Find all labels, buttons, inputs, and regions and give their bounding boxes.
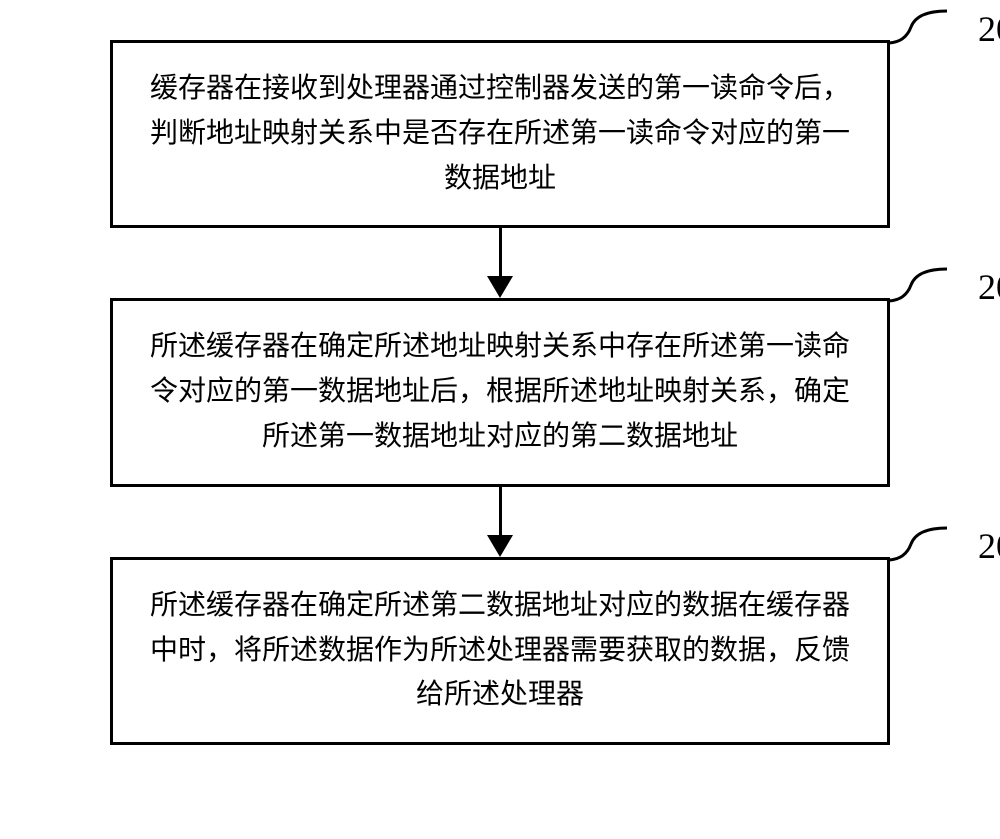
arrow-head-icon bbox=[487, 276, 513, 298]
arrow-1 bbox=[499, 487, 502, 557]
flowchart-container: 200 缓存器在接收到处理器通过控制器发送的第一读命令后，判断地址映射关系中是否… bbox=[60, 40, 940, 745]
step-text-1: 所述缓存器在确定所述地址映射关系中存在所述第一读命令对应的第一数据地址后，根据所… bbox=[150, 331, 850, 452]
connector-curve-icon bbox=[887, 267, 947, 303]
arrow-line-icon bbox=[499, 487, 502, 535]
connector-curve-icon bbox=[887, 9, 947, 45]
arrow-line-icon bbox=[499, 228, 502, 276]
step-box-1: 201 所述缓存器在确定所述地址映射关系中存在所述第一读命令对应的第一数据地址后… bbox=[110, 298, 890, 486]
step-label-2: 202 bbox=[978, 518, 1000, 576]
step-text-2: 所述缓存器在确定所述第二数据地址对应的数据在缓存器中时，将所述数据作为所述处理器… bbox=[150, 590, 850, 711]
step-box-2: 202 所述缓存器在确定所述第二数据地址对应的数据在缓存器中时，将所述数据作为所… bbox=[110, 557, 890, 745]
arrow-0 bbox=[499, 228, 502, 298]
arrow-head-icon bbox=[487, 535, 513, 557]
step-label-1: 201 bbox=[978, 259, 1000, 317]
connector-curve-icon bbox=[887, 526, 947, 562]
step-text-0: 缓存器在接收到处理器通过控制器发送的第一读命令后，判断地址映射关系中是否存在所述… bbox=[150, 73, 850, 194]
step-box-0: 200 缓存器在接收到处理器通过控制器发送的第一读命令后，判断地址映射关系中是否… bbox=[110, 40, 890, 228]
step-label-0: 200 bbox=[978, 1, 1000, 59]
